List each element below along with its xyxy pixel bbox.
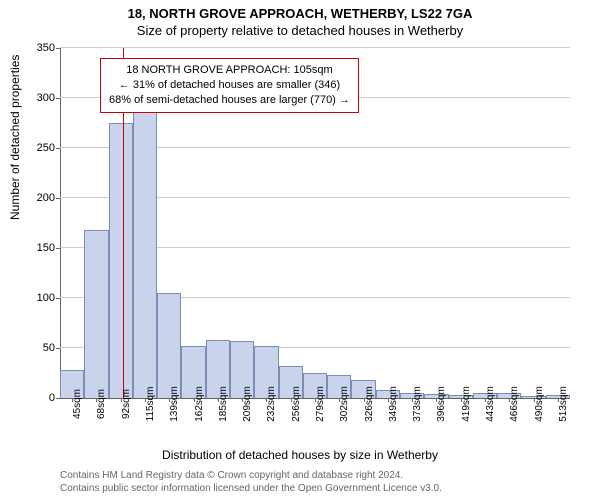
y-tick-label: 300 xyxy=(15,92,55,104)
y-tick-label: 0 xyxy=(15,392,55,404)
x-tick-label: 209sqm xyxy=(242,386,253,422)
y-tick xyxy=(56,148,60,149)
y-tick xyxy=(56,348,60,349)
histogram-bar xyxy=(84,230,108,398)
x-tick-label: 513sqm xyxy=(558,386,569,422)
y-tick xyxy=(56,398,60,399)
x-tick xyxy=(388,398,389,402)
x-tick xyxy=(169,398,170,402)
x-tick xyxy=(242,398,243,402)
x-tick-label: 162sqm xyxy=(194,386,205,422)
chart-title-address: 18, NORTH GROVE APPROACH, WETHERBY, LS22… xyxy=(0,0,600,21)
x-tick xyxy=(436,398,437,402)
y-tick-label: 50 xyxy=(15,342,55,354)
x-tick xyxy=(461,398,462,402)
y-tick-label: 200 xyxy=(15,192,55,204)
histogram-bar xyxy=(157,293,181,398)
y-tick-label: 350 xyxy=(15,42,55,54)
y-tick xyxy=(56,298,60,299)
x-tick-label: 326sqm xyxy=(364,386,375,422)
x-tick xyxy=(558,398,559,402)
annotation-line1: 18 NORTH GROVE APPROACH: 105sqm xyxy=(109,63,350,78)
x-tick-label: 443sqm xyxy=(485,386,496,422)
histogram-bar xyxy=(133,111,157,398)
y-tick xyxy=(56,198,60,199)
x-axis-label: Distribution of detached houses by size … xyxy=(0,448,600,462)
x-tick xyxy=(534,398,535,402)
x-tick xyxy=(315,398,316,402)
x-tick-label: 232sqm xyxy=(266,386,277,422)
footer-line1: Contains HM Land Registry data © Crown c… xyxy=(60,470,403,481)
x-tick xyxy=(412,398,413,402)
x-tick-label: 279sqm xyxy=(315,386,326,422)
x-tick xyxy=(218,398,219,402)
grid-line xyxy=(60,47,570,48)
x-tick xyxy=(364,398,365,402)
annotation-box: 18 NORTH GROVE APPROACH: 105sqm ← 31% of… xyxy=(100,58,359,113)
y-tick xyxy=(56,98,60,99)
y-tick-label: 150 xyxy=(15,242,55,254)
x-tick xyxy=(266,398,267,402)
chart-title-subtitle: Size of property relative to detached ho… xyxy=(0,21,600,38)
annotation-line3: 68% of semi-detached houses are larger (… xyxy=(109,93,350,108)
annotation-line2: ← 31% of detached houses are smaller (34… xyxy=(109,78,350,93)
histogram-bar xyxy=(109,123,133,398)
x-tick xyxy=(121,398,122,402)
x-tick-label: 349sqm xyxy=(388,386,399,422)
y-tick-label: 100 xyxy=(15,292,55,304)
x-tick xyxy=(194,398,195,402)
x-tick-label: 68sqm xyxy=(96,389,107,419)
x-tick xyxy=(96,398,97,402)
y-tick-label: 250 xyxy=(15,142,55,154)
chart-container: 18, NORTH GROVE APPROACH, WETHERBY, LS22… xyxy=(0,0,600,500)
x-tick xyxy=(509,398,510,402)
x-tick-label: 373sqm xyxy=(412,386,423,422)
y-tick xyxy=(56,48,60,49)
y-tick xyxy=(56,248,60,249)
x-tick-label: 302sqm xyxy=(339,386,350,422)
x-tick-label: 139sqm xyxy=(169,386,180,422)
x-tick xyxy=(339,398,340,402)
x-tick-label: 466sqm xyxy=(509,386,520,422)
x-tick-label: 256sqm xyxy=(291,386,302,422)
x-tick xyxy=(145,398,146,402)
x-tick-label: 115sqm xyxy=(145,387,156,422)
x-tick-label: 45sqm xyxy=(72,389,83,419)
x-tick-label: 419sqm xyxy=(461,386,472,422)
x-tick xyxy=(291,398,292,402)
x-tick-label: 185sqm xyxy=(218,386,229,422)
x-tick-label: 92sqm xyxy=(121,389,132,419)
x-tick-label: 396sqm xyxy=(436,386,447,422)
x-tick xyxy=(485,398,486,402)
x-tick xyxy=(72,398,73,402)
x-tick-label: 490sqm xyxy=(534,386,545,422)
footer-line2: Contains public sector information licen… xyxy=(60,483,442,494)
